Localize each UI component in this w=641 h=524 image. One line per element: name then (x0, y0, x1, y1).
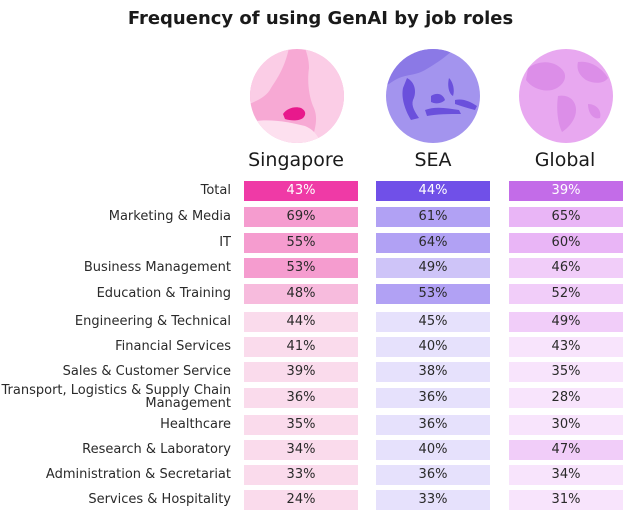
cell-global: 28% (509, 388, 623, 408)
cell-singapore: 43% (244, 181, 358, 201)
row-label: Services & Hospitality (88, 492, 231, 507)
row-label: Transport, Logistics & Supply Chain Manag… (2, 384, 231, 410)
column-header-singapore: Singapore (248, 149, 344, 171)
cell-singapore: 36% (244, 388, 358, 408)
cell-singapore: 53% (244, 258, 358, 278)
cell-sea: 53% (376, 284, 490, 304)
cell-singapore: 69% (244, 207, 358, 227)
row-label: Engineering & Technical (74, 314, 231, 329)
row-label: Research & Laboratory (82, 442, 231, 457)
column-header-global: Global (534, 149, 596, 171)
cell-global: 30% (509, 415, 623, 435)
row-label: Healthcare (160, 417, 231, 432)
cell-global: 47% (509, 440, 623, 460)
row-label-line: Management (145, 396, 231, 411)
chart-title: Frequency of using GenAI by job roles (127, 8, 514, 29)
cell-sea: 61% (376, 207, 490, 227)
cell-singapore: 34% (244, 440, 358, 460)
cell-sea: 36% (376, 465, 490, 485)
row-label: Administration & Secretariat (45, 467, 231, 482)
row-label: Total (200, 183, 231, 198)
cell-sea: 49% (376, 258, 490, 278)
cell-sea: 33% (376, 490, 490, 510)
sea-map-icon (385, 48, 481, 144)
cell-global: 43% (509, 337, 623, 357)
cell-sea: 40% (376, 440, 490, 460)
cell-singapore: 24% (244, 490, 358, 510)
cell-singapore: 48% (244, 284, 358, 304)
cell-sea: 64% (376, 233, 490, 253)
cell-singapore: 41% (244, 337, 358, 357)
column-header-sea: SEA (414, 149, 452, 171)
row-label: Education & Training (96, 286, 231, 301)
cell-sea: 45% (376, 312, 490, 332)
cell-singapore: 39% (244, 362, 358, 382)
row-label-line: Transport, Logistics & Supply Chain (1, 383, 231, 398)
row-label: Business Management (83, 260, 231, 275)
cell-singapore: 35% (244, 415, 358, 435)
cell-global: 60% (509, 233, 623, 253)
singapore-map-icon (249, 48, 345, 144)
cell-sea: 44% (376, 181, 490, 201)
cell-sea: 36% (376, 415, 490, 435)
cell-singapore: 55% (244, 233, 358, 253)
cell-sea: 40% (376, 337, 490, 357)
cell-sea: 38% (376, 362, 490, 382)
row-label: Marketing & Media (108, 209, 231, 224)
cell-global: 34% (509, 465, 623, 485)
cell-global: 31% (509, 490, 623, 510)
global-map-icon (518, 48, 614, 144)
cell-global: 52% (509, 284, 623, 304)
cell-global: 35% (509, 362, 623, 382)
cell-sea: 36% (376, 388, 490, 408)
cell-singapore: 44% (244, 312, 358, 332)
cell-global: 65% (509, 207, 623, 227)
cell-global: 49% (509, 312, 623, 332)
cell-global: 39% (509, 181, 623, 201)
row-label: IT (219, 235, 231, 250)
cell-global: 46% (509, 258, 623, 278)
cell-singapore: 33% (244, 465, 358, 485)
row-label: Sales & Customer Service (62, 364, 231, 379)
row-label: Financial Services (115, 339, 231, 354)
